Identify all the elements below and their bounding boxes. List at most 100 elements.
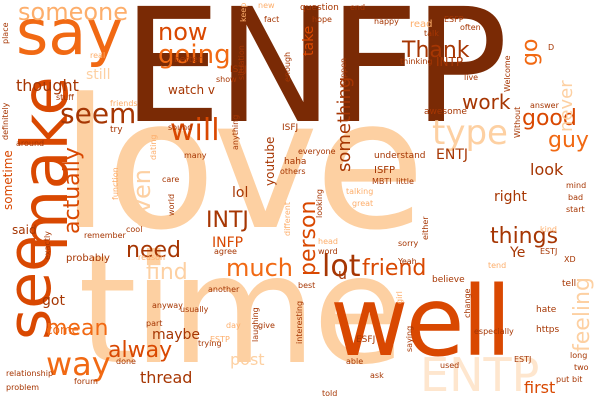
word-thank: Thank [402,38,470,63]
word-entp: ENTP [420,348,540,400]
word-find: find [146,260,188,285]
word-will: will [170,113,220,148]
word-https: https [536,325,560,335]
word-little: little [396,177,414,186]
word-problem: problem [6,383,40,392]
word-care: care [162,175,180,184]
word-never: never [556,80,577,132]
word-answer: answer [530,101,559,110]
word-good: good [522,106,577,131]
word-mean: mean [46,316,109,341]
word-entj: ENTJ [436,147,468,163]
word-thinking: thinking [400,57,433,66]
word-esfj: ESFJ [356,335,376,345]
word-type: type [432,113,508,153]
word-ask: ask [370,371,384,380]
word-mbti: MBTI [372,177,392,186]
word-much: much [226,254,293,282]
word-happy: happy [374,17,399,26]
word-especially: especially [474,327,514,336]
word-relationship: relationship [6,369,54,378]
word-post: post [230,350,265,369]
word-love: love [60,61,425,270]
word-great: great [352,199,374,208]
word-keep: keep [239,2,248,22]
word-haha: haha [284,157,307,167]
word-everyone: everyone [298,147,336,156]
word-go: go [518,38,543,66]
word-thread: thread [140,368,193,387]
word-well: well [330,266,512,378]
word-got: got [42,293,65,309]
word-youtube: youtube [263,136,277,186]
word-friends: friends [110,99,138,108]
word-better: better [174,55,202,65]
word-something: something [334,76,355,172]
word-forum: forum [74,377,98,386]
word-place: place [1,22,10,44]
word-enfp: ENFP [122,0,508,159]
word-sometime: sometime [1,150,15,210]
word-things: things [490,224,559,249]
word-looking: looking [315,188,324,218]
word-going: going [158,40,231,70]
word-ye: Ye [510,245,526,261]
word-hate: hate [536,305,557,315]
word-world: world [167,193,176,216]
word-still: still [86,67,111,83]
word-way: way [46,345,111,383]
word-try: try [110,125,123,135]
word-tend: tend [488,261,507,270]
word-show: show [216,75,237,84]
word-say: say [16,0,123,69]
word-end: end [350,3,366,12]
word-girl: girl [395,291,404,304]
word-anything: anything [231,114,240,150]
word-read: read [410,19,433,30]
word-live: live [464,73,479,82]
word-now: now [158,18,208,46]
word-even: even [128,169,156,228]
word-able: able [346,357,364,366]
word-maybe: maybe [152,327,201,343]
word-right: right [494,189,527,205]
word-fact: fact [264,15,280,24]
word-u: u [338,267,347,283]
word-bit: bit [572,375,583,384]
word-start: start [566,205,585,214]
word-change: change [463,288,472,318]
word-lol: lol [232,185,249,201]
word-actually: actually [60,147,85,234]
word-intj: INTJ [206,208,249,233]
word-give: give [258,321,275,330]
word-exactly: exactly [43,231,52,260]
word-look: look [530,160,564,179]
word-reason: reason [138,253,166,262]
word-hope: hope [312,15,332,24]
word-day: day [226,321,241,330]
word-anyway: anyway [152,301,183,310]
word-need: need [126,238,181,263]
word-tell: tell [562,279,577,289]
word-watch: watch v [168,83,215,97]
word-without: Without [513,106,522,138]
word-part: part [146,319,163,328]
word-real: real [90,51,106,60]
word-often: often [460,23,481,32]
word-happen: happen [339,57,348,88]
word-situation: situation [237,45,246,80]
word-estj2: ESTJ [514,355,532,364]
word-word: word [318,247,338,256]
word-time: time [78,224,405,398]
word-told: told [322,389,338,398]
word-many: many [184,151,207,160]
word-always: alway [108,338,173,363]
word-said: said [12,223,37,237]
word-seem: seem [60,97,137,130]
word-esfp: ESFP [444,15,464,24]
word-function: function [111,167,120,200]
word-talking: talking [346,187,374,196]
word-work: work [462,90,511,114]
word-stuff: stuff [56,93,74,102]
word-estj: ESTJ [540,247,558,256]
